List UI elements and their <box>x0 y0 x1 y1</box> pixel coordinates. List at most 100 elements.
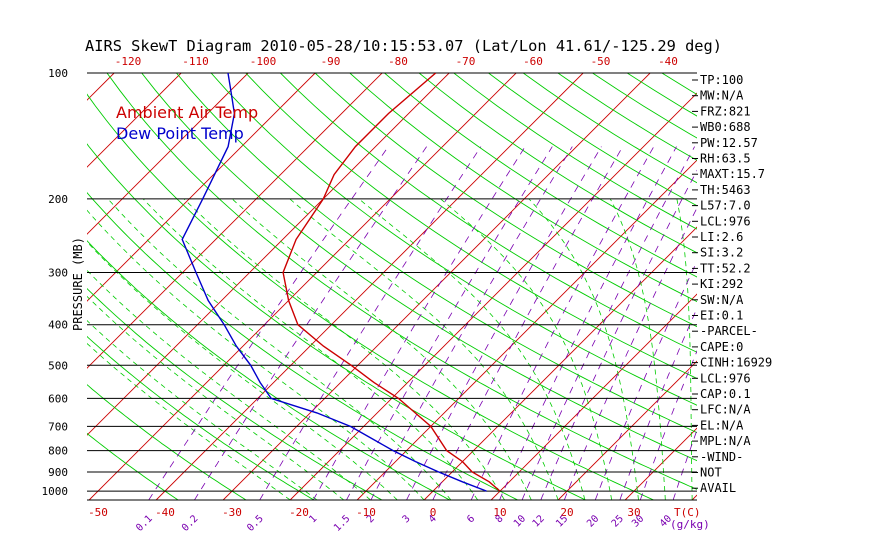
index-entry: CINH:16929 <box>700 356 772 370</box>
mixing-ratio-tick-label: 25 <box>610 513 626 529</box>
mixing-ratio-line <box>406 146 602 500</box>
y-axis-label: PRESSURE (MB) <box>71 237 85 331</box>
moist-adiabat-line <box>289 198 559 500</box>
moist-adiabat-line <box>87 209 425 500</box>
dry-adiabat-line <box>141 73 697 462</box>
legend-ambient-air-temp: Ambient Air Temp <box>116 103 258 122</box>
mixing-ratio-tick-label: 12 <box>531 513 547 529</box>
top-temp-tick-label: -80 <box>388 55 408 68</box>
index-entry: EI:0.1 <box>700 309 743 323</box>
pressure-tick-label: 800 <box>48 445 68 458</box>
mixing-ratio-line <box>312 146 526 500</box>
bottom-temp-tick-label: -30 <box>222 506 242 519</box>
index-entry: AVAIL <box>700 481 736 495</box>
x-axis-label: T(C) <box>674 506 701 519</box>
mixing-ratio-tick-label: 0.5 <box>245 513 266 534</box>
isotherm-line <box>490 293 697 500</box>
mixing-ratio-tick-label: 0.1 <box>134 513 155 534</box>
isotherm-line <box>155 73 584 500</box>
dry-adiabat-line <box>453 73 697 230</box>
legend-dew-point-temp: Dew Point Temp <box>116 124 244 143</box>
pressure-tick-labels: 100 200 300 400 500 600 700 800 900 1000 <box>42 67 69 498</box>
bottom-temp-tick-label: -50 <box>88 506 108 519</box>
mixing-ratio-tick-label: 1 <box>307 513 319 525</box>
top-temp-tick-label: -60 <box>523 55 543 68</box>
moist-adiabat-line <box>528 198 639 500</box>
bottom-temp-tick-labels: -50 -40 -30 -20 -10 0 10 20 30 <box>88 506 641 519</box>
mixing-ratio-tick-label: 0.2 <box>180 513 201 534</box>
moist-adiabat-line <box>87 295 344 500</box>
dry-adiabat-line <box>522 73 697 184</box>
top-temp-tick-labels: -120 -110 -100 -90 -80 -70 -60 -50 -40 <box>115 55 678 68</box>
mixing-ratio-line <box>346 146 553 500</box>
dry-adiabat-line <box>87 432 179 500</box>
isotherm-grid <box>0 73 870 500</box>
pressure-tick-label: 400 <box>48 319 68 332</box>
top-temp-tick-label: -120 <box>115 55 142 68</box>
index-entry: LCL:976 <box>700 214 751 228</box>
dry-adiabat-line <box>106 73 697 490</box>
top-temp-tick-label: -90 <box>321 55 341 68</box>
moist-adiabat-line <box>358 198 586 500</box>
isotherm-line <box>87 73 450 436</box>
mixing-ratio-line <box>540 169 697 500</box>
index-entry: CAP:0.1 <box>700 387 751 401</box>
pressure-tick-label: 200 <box>48 193 68 206</box>
isotherm-line <box>87 73 249 235</box>
mixing-ratio-line <box>259 146 482 500</box>
index-entry: SI:3.2 <box>700 246 743 260</box>
moist-adiabat-line <box>107 198 452 500</box>
pressure-tick-label: 900 <box>48 466 68 479</box>
index-entry: TT:52.2 <box>700 261 751 275</box>
dry-adiabat-line <box>349 73 697 303</box>
top-temp-tick-label: -50 <box>591 55 611 68</box>
isotherm-line <box>826 73 870 500</box>
dry-adiabat-line <box>418 73 697 254</box>
dry-adiabat-line <box>384 73 697 278</box>
index-entry: SW:N/A <box>700 293 744 307</box>
isotherm-line <box>0 73 47 500</box>
moist-adiabat-line <box>440 198 613 500</box>
moist-adiabat-line <box>87 343 291 500</box>
moist-adiabat-line <box>676 198 693 500</box>
isotherm-line <box>557 360 697 500</box>
index-entry: KI:292 <box>700 277 743 291</box>
pressure-tick-label: 700 <box>48 420 68 433</box>
moist-adiabat-line <box>231 198 532 500</box>
bottom-temp-tick-label: 20 <box>560 506 573 519</box>
isotherm-line <box>624 427 697 500</box>
top-temp-tick-label: -100 <box>250 55 277 68</box>
dry-adiabat-line <box>87 287 383 500</box>
mixing-ratio-unit-label: (g/kg) <box>670 518 710 531</box>
index-entry: L57:7.0 <box>700 199 751 213</box>
bottom-temp-tick-label: 10 <box>493 506 506 519</box>
chart-title: AIRS SkewT Diagram 2010-05-28/10:15:53.0… <box>85 37 722 55</box>
index-entry: LCL:976 <box>700 371 751 385</box>
isotherm-line <box>222 73 651 500</box>
isotherm-line <box>87 73 182 168</box>
pressure-tick-label: 300 <box>48 267 68 280</box>
dry-adiabat-line <box>210 73 697 406</box>
index-entry: MW:N/A <box>700 89 744 103</box>
dry-adiabat-line <box>87 335 315 500</box>
isotherm-line <box>88 73 517 500</box>
mixing-ratio-tick-label: 1.5 <box>332 513 353 534</box>
dewpoint-profile-line <box>181 73 487 492</box>
bottom-temp-tick-label: 30 <box>627 506 640 519</box>
index-entry: MPL:N/A <box>700 434 751 448</box>
isotherm-line <box>87 73 115 101</box>
moist-adiabat-line <box>87 269 371 500</box>
top-temp-tick-label: -40 <box>658 55 678 68</box>
pressure-tick-label: 1000 <box>42 485 69 498</box>
index-entry: WB0:688 <box>700 120 751 134</box>
index-entry: MAXT:15.7 <box>700 167 765 181</box>
bottom-temp-tick-label: -40 <box>155 506 175 519</box>
pressure-tick-label: 500 <box>48 359 68 372</box>
pressure-tick-label: 100 <box>48 67 68 80</box>
isotherm-line <box>289 92 697 500</box>
index-entry: CAPE:0 <box>700 340 743 354</box>
index-entry: LI:2.6 <box>700 230 743 244</box>
temperature-profile-line <box>282 73 501 492</box>
mixing-ratio-tick-labels: 0.1 0.2 0.5 1 1.5 2 3 4 6 8 10 12 15 20 25 30 40 <box>134 513 674 534</box>
